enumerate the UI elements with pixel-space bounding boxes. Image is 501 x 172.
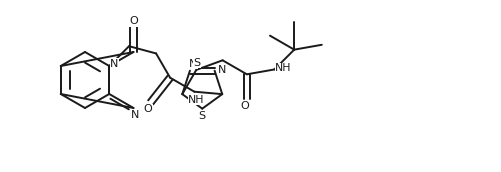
Text: O: O: [143, 104, 152, 114]
Text: S: S: [193, 58, 200, 68]
Text: S: S: [198, 111, 205, 121]
Text: O: O: [240, 101, 248, 111]
Text: NH: NH: [275, 63, 291, 73]
Text: N: N: [188, 59, 197, 69]
Text: NH: NH: [188, 95, 204, 105]
Text: N: N: [131, 110, 139, 120]
Text: N: N: [110, 59, 118, 69]
Text: N: N: [217, 65, 225, 75]
Text: O: O: [129, 16, 138, 26]
